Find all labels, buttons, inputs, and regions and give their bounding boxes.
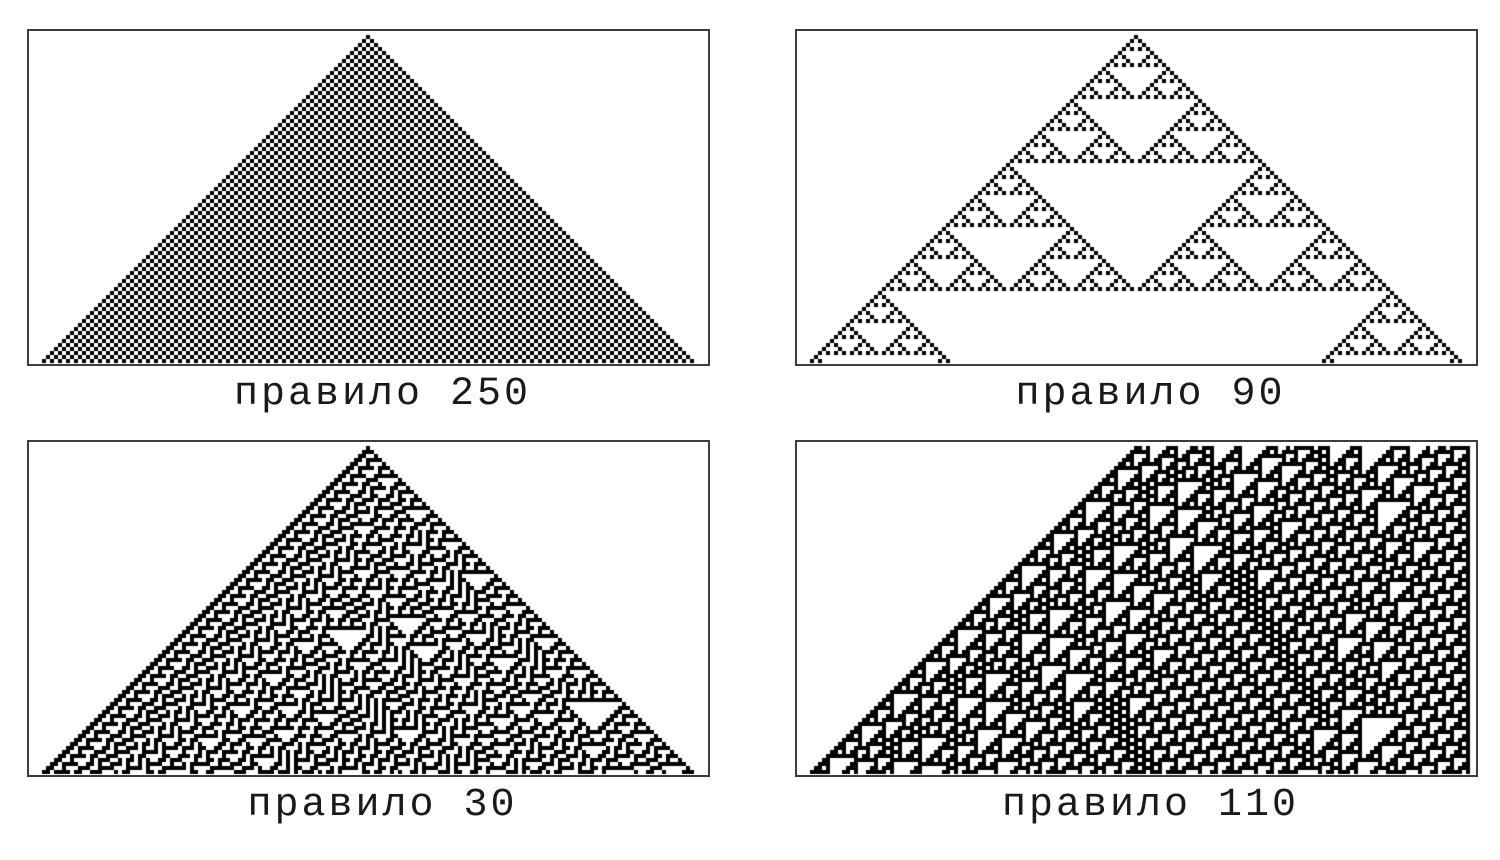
rule-90-caption: правило 90: [1015, 372, 1286, 417]
rule-110-automaton-plot: [795, 440, 1478, 777]
panel-rule-30: правило 30: [27, 440, 710, 851]
panel-rule-250: правило 250: [27, 29, 710, 440]
rule-250-automaton-plot: [27, 29, 710, 366]
rule-30-caption: правило 30: [247, 783, 518, 828]
rule-110-caption: правило 110: [1001, 783, 1300, 828]
rule-30-automaton-plot: [27, 440, 710, 777]
panel-grid: правило 250 правило 90 правило 30 правил…: [27, 29, 1478, 851]
panel-rule-90: правило 90: [795, 29, 1478, 440]
panel-rule-110: правило 110: [795, 440, 1478, 851]
rule-250-caption: правило 250: [233, 372, 532, 417]
rule-90-automaton-plot: [795, 29, 1478, 366]
